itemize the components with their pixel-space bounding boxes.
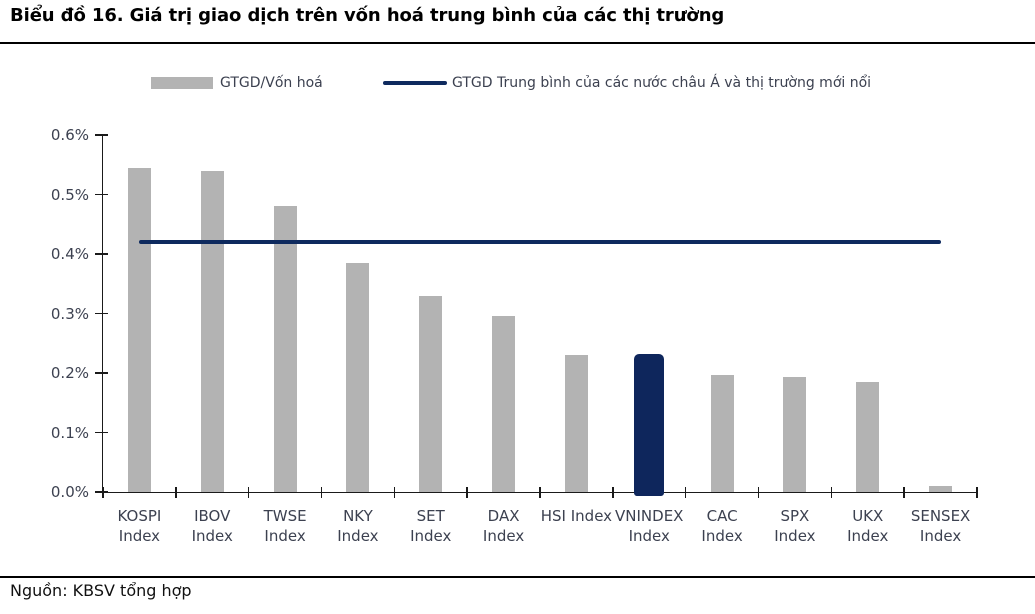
bar-spx bbox=[783, 377, 807, 492]
x-axis-tick bbox=[612, 487, 614, 498]
legend-line-swatch-icon bbox=[383, 81, 447, 85]
bar-kospi bbox=[127, 167, 151, 492]
x-axis-label: CAC Index bbox=[701, 507, 743, 545]
x-axis-tick bbox=[976, 487, 978, 498]
y-axis-tick bbox=[95, 312, 108, 315]
x-axis-tick bbox=[757, 487, 760, 498]
x-axis-label: SET Index bbox=[410, 507, 452, 545]
legend-line-label: GTGD Trung bình của các nước châu Á và t… bbox=[452, 75, 872, 91]
y-axis-tick bbox=[95, 491, 108, 493]
x-axis-label: SENSEX Index bbox=[910, 507, 971, 545]
bar-sensex bbox=[929, 486, 953, 492]
footer-divider bbox=[0, 576, 1035, 578]
x-axis-tick bbox=[102, 487, 104, 498]
chart-title: Biểu đồ 16. Giá trị giao dịch trên vốn h… bbox=[10, 5, 725, 26]
bar-set bbox=[419, 295, 443, 492]
x-axis-label: IBOV Index bbox=[191, 507, 233, 545]
y-axis-tick bbox=[95, 134, 108, 136]
y-axis-tick bbox=[95, 431, 108, 434]
x-axis-tick bbox=[466, 487, 468, 498]
y-axis-tick bbox=[95, 253, 108, 255]
x-axis-tick bbox=[539, 487, 541, 498]
x-axis-label: TWSE Index bbox=[263, 507, 307, 545]
x-axis-tick bbox=[320, 487, 323, 498]
x-axis-tick bbox=[175, 487, 177, 498]
average-reference-line bbox=[139, 240, 941, 245]
x-axis-label: DAX Index bbox=[482, 507, 525, 545]
x-axis-label: VNINDEX Index bbox=[615, 507, 684, 545]
y-axis-tick-label: 0.4% bbox=[50, 245, 89, 263]
bar-nky bbox=[346, 262, 370, 492]
bar-hsi-index bbox=[564, 355, 588, 492]
x-axis-tick bbox=[830, 487, 833, 498]
bar-vnindex bbox=[634, 353, 665, 496]
x-axis-tick bbox=[903, 487, 905, 498]
legend-bar-swatch-icon bbox=[151, 77, 213, 89]
x-axis-tick bbox=[247, 487, 250, 498]
bar-ibov bbox=[200, 170, 224, 492]
x-axis-label: UKX Index bbox=[847, 507, 889, 545]
bar-ukx bbox=[856, 381, 880, 492]
y-axis-tick-label: 0.1% bbox=[50, 423, 89, 442]
y-axis-tick-label: 0.5% bbox=[50, 185, 89, 204]
x-axis-tick bbox=[684, 487, 687, 498]
bar-twse bbox=[273, 206, 297, 492]
y-axis-tick bbox=[95, 372, 108, 374]
x-axis-label: SPX Index bbox=[774, 507, 816, 545]
title-divider bbox=[0, 42, 1035, 44]
source-note: Nguồn: KBSV tổng hợp bbox=[10, 581, 192, 600]
y-axis-tick-label: 0.0% bbox=[50, 483, 89, 501]
y-axis-tick-label: 0.6% bbox=[50, 126, 89, 144]
bar-dax bbox=[492, 316, 516, 492]
x-axis-label: KOSPI Index bbox=[117, 507, 162, 545]
bar-cac bbox=[710, 375, 734, 492]
legend-bar-label: GTGD/Vốn hoá bbox=[220, 75, 323, 91]
x-axis-label: HSI Index bbox=[540, 507, 613, 525]
y-axis-tick bbox=[95, 193, 108, 196]
y-axis-tick-label: 0.3% bbox=[50, 304, 89, 323]
plot-area: 0.0% 0.1% 0.2% 0.3% 0.4% 0.5% 0.6% KOSPI Index I… bbox=[51, 126, 978, 545]
x-axis-tick bbox=[393, 487, 396, 498]
x-axis-label: NKY Index bbox=[337, 507, 379, 545]
y-axis-tick-label: 0.2% bbox=[50, 364, 89, 382]
